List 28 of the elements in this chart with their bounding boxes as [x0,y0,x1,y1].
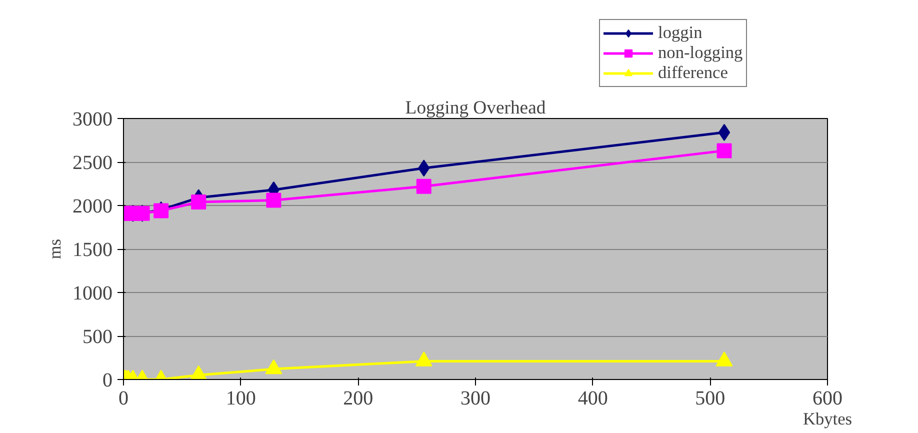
y-tick-label: 3000 [72,108,112,130]
x-tick-label: 0 [118,388,128,410]
legend-label: loggin [658,23,702,43]
point [716,351,733,366]
point [265,359,282,374]
x-axis-title: Kbytes [802,410,852,428]
legend-label: non-logging [658,43,743,63]
x-tick-label: 300 [460,388,490,410]
point [416,178,432,194]
y-tick-label: 1000 [72,282,112,304]
point [718,124,730,141]
y-tick-label: 2500 [72,152,112,174]
y-tick-label: 500 [82,326,112,348]
x-tick-label: 500 [695,388,726,410]
x-tick-label: 100 [226,388,256,410]
point [415,351,432,366]
y-tick-label: 2000 [72,196,112,218]
y-axis-title: ms [46,238,64,260]
legend-label: difference [658,63,728,83]
y-tick-label: 0 [102,370,112,392]
x-tick-label: 400 [578,388,608,410]
x-tick-label: 600 [812,388,842,410]
y-tick-label: 1500 [72,239,112,261]
point [191,194,206,210]
point [266,192,282,208]
point [716,143,732,158]
chart-title: Logging Overhead [405,98,546,118]
x-tick-label: 200 [343,388,374,410]
